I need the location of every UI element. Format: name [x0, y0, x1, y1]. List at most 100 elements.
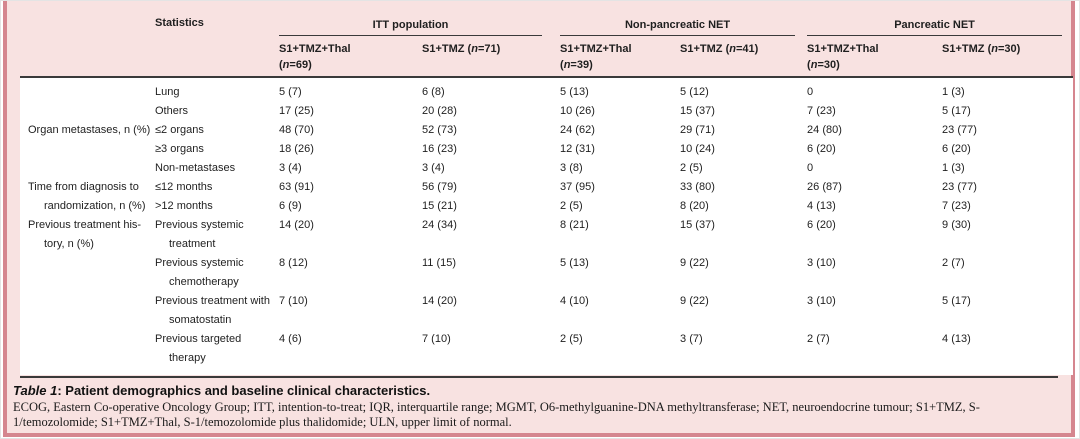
value-cell: 16 (23) — [422, 143, 457, 155]
value-cell: 4 (10) — [560, 295, 589, 307]
value-cell: 3 (10) — [807, 257, 836, 269]
group-header-pancreatic: Pancreatic NET — [807, 0, 1073, 36]
value-cell: 7 (23) — [807, 105, 836, 117]
group-title: Non-pancreatic NET — [560, 19, 796, 36]
table-row: Previous systemic chemotherapy 8 (12) 11 (1… — [20, 254, 1073, 292]
value-cell: 15 (37) — [680, 105, 715, 117]
value-cell: 8 (20) — [680, 200, 709, 212]
value-cell: 24 (34) — [422, 219, 457, 231]
value-cell: 56 (79) — [422, 181, 457, 193]
caption-label: Table 1 — [13, 383, 58, 398]
value-cell: 9 (22) — [680, 257, 709, 269]
empty-header-cell — [20, 0, 155, 36]
value-cell: 14 (20) — [422, 295, 457, 307]
row-group-label — [20, 140, 155, 159]
row-statistic-label: Others — [155, 105, 189, 117]
table-wrapper: Statistics ITT population Non-pancreatic… — [20, 0, 1074, 375]
demographics-table: Statistics ITT population Non-pancreatic… — [20, 0, 1074, 375]
value-cell: 15 (21) — [422, 200, 457, 212]
arm-column-header: S1+TMZ (n=41) — [680, 36, 808, 78]
value-cell: 23 (77) — [942, 124, 977, 136]
value-cell: 8 (21) — [560, 219, 589, 231]
value-cell: 24 (80) — [807, 124, 842, 136]
row-statistic-label: Previous systemic treatment — [155, 219, 244, 250]
row-group-label — [20, 330, 155, 375]
value-cell: 9 (22) — [680, 295, 709, 307]
row-statistic-label: Lung — [155, 86, 180, 98]
row-group-label — [20, 159, 155, 178]
row-group-label: Time from diagnosis to — [28, 181, 139, 193]
table-row: Organ metastases, n (%) ≤2 organs 48 (70) 5… — [20, 121, 1073, 140]
table-body: Lung 5 (7) 6 (8) 5 (13) 5 (12) 0 1 (3) Others 17… — [20, 77, 1074, 375]
group-header-row: Statistics ITT population Non-pancreatic… — [20, 0, 1073, 36]
caption-divider — [20, 376, 1058, 378]
value-cell: 4 (13) — [942, 333, 971, 345]
row-group-label: randomization, n (%) — [44, 200, 146, 212]
row-statistic-label: Previous treatment with somatostatin — [155, 295, 270, 326]
value-cell: 4 (6) — [279, 333, 302, 345]
table-panel: Statistics ITT population Non-pancreatic… — [3, 0, 1075, 437]
table-caption: Table 1: Patient demographics and baseli… — [13, 383, 1063, 398]
value-cell: 17 (25) — [279, 105, 314, 117]
value-cell: 12 (31) — [560, 143, 595, 155]
value-cell: 7 (23) — [942, 200, 971, 212]
value-cell: 1 (3) — [942, 162, 965, 174]
table-row: Lung 5 (7) 6 (8) 5 (13) 5 (12) 0 1 (3) — [20, 77, 1073, 102]
value-cell: 7 (10) — [279, 295, 308, 307]
value-cell: 33 (80) — [680, 181, 715, 193]
value-cell: 6 (9) — [279, 200, 302, 212]
value-cell: 52 (73) — [422, 124, 457, 136]
row-group-label — [20, 102, 155, 121]
value-cell: 3 (10) — [807, 295, 836, 307]
value-cell: 14 (20) — [279, 219, 314, 231]
value-cell: 5 (12) — [680, 86, 709, 98]
row-statistic-label: ≤2 organs — [155, 124, 204, 136]
table-row: Previous treatment his-tory, n (%) Previo… — [20, 216, 1073, 254]
value-cell: 3 (4) — [279, 162, 302, 174]
value-cell: 8 (12) — [279, 257, 308, 269]
group-header-itt: ITT population — [279, 0, 560, 36]
row-statistic-label: ≥3 organs — [155, 143, 204, 155]
value-cell: 3 (7) — [680, 333, 703, 345]
statistics-column-header: Statistics — [155, 17, 204, 29]
value-cell: 9 (30) — [942, 219, 971, 231]
group-title: Pancreatic NET — [807, 19, 1063, 36]
value-cell: 48 (70) — [279, 124, 314, 136]
value-cell: 20 (28) — [422, 105, 457, 117]
caption-section: Table 1: Patient demographics and baseli… — [13, 376, 1063, 430]
value-cell: 4 (13) — [807, 200, 836, 212]
value-cell: 10 (24) — [680, 143, 715, 155]
value-cell: 24 (62) — [560, 124, 595, 136]
table-row: Time from diagnosis to ≤12 months 63 (91) 5… — [20, 178, 1073, 197]
value-cell: 23 (77) — [942, 181, 977, 193]
value-cell: 3 (4) — [422, 162, 445, 174]
group-title: ITT population — [279, 19, 543, 36]
empty-header-cell — [155, 36, 279, 78]
value-cell: 63 (91) — [279, 181, 314, 193]
row-group-label — [20, 254, 155, 292]
group-header-nonpancreatic: Non-pancreatic NET — [560, 0, 807, 36]
arm-column-header: S1+TMZ+Thal (n=69) — [279, 36, 422, 78]
arm-column-header: S1+TMZ+Thal (n=39) — [560, 36, 681, 78]
value-cell: 6 (8) — [422, 86, 445, 98]
value-cell: 0 — [807, 162, 814, 174]
row-group-label — [20, 77, 155, 102]
row-statistic-label: Non-metastases — [155, 162, 236, 174]
value-cell: 3 (8) — [560, 162, 583, 174]
row-group-label: Previous treatment his-tory, n (%) — [28, 219, 142, 250]
arm-column-header: S1+TMZ+Thal (n=30) — [807, 36, 943, 78]
value-cell: 18 (26) — [279, 143, 314, 155]
row-statistic-label: Previous systemic chemotherapy — [155, 257, 244, 288]
table-row: Others 17 (25) 20 (28) 10 (26) 15 (37) 7 (23)… — [20, 102, 1073, 121]
value-cell: 5 (13) — [560, 86, 589, 98]
arm-header-row: S1+TMZ+Thal (n=69) S1+TMZ (n=71) S1+TMZ+Tha… — [20, 36, 1074, 78]
value-cell: 5 (13) — [560, 257, 589, 269]
value-cell: 5 (17) — [942, 295, 971, 307]
value-cell: 6 (20) — [807, 143, 836, 155]
table-row: ≥3 organs 18 (26) 16 (23) 12 (31) 10 (24) 6 (… — [20, 140, 1073, 159]
value-cell: 10 (26) — [560, 105, 595, 117]
value-cell: 5 (7) — [279, 86, 302, 98]
table-header: Statistics ITT population Non-pancreatic… — [20, 0, 1074, 78]
row-statistic-label: Previous targeted therapy — [155, 333, 242, 364]
value-cell: 11 (15) — [422, 257, 457, 269]
